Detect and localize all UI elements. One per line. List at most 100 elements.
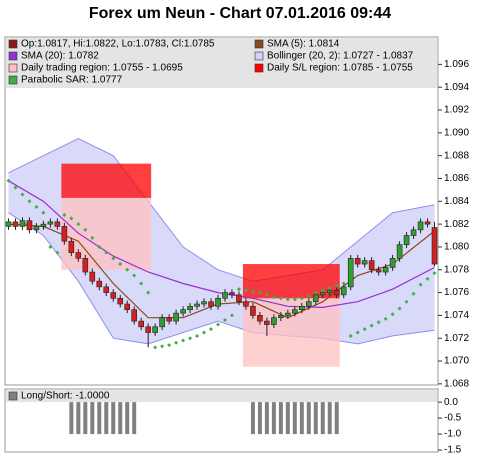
sar-dot [320,288,325,293]
candle-body [347,258,354,288]
legend-swatch [254,39,264,49]
sar-dot [90,235,95,240]
candle-body [26,220,33,231]
candle-body [124,303,131,310]
sar-dot [69,216,74,221]
candle-body [208,301,214,307]
sar-dot [153,345,158,350]
y-tick-label: 1.090 [444,127,469,138]
bar [90,402,95,435]
candle-body [229,292,235,296]
bar [278,402,283,435]
sar-dot [83,227,88,232]
legend-swatch [254,51,264,61]
bar [334,402,339,435]
candle-body [326,289,333,293]
candle-body [375,269,382,273]
sar-dot [362,327,367,332]
sar-dot [174,340,179,345]
y-tick-label: 1.086 [444,173,469,184]
candle-body [299,305,305,310]
candle-body [40,223,47,227]
candle-body [396,244,403,259]
sar-dot [236,287,241,292]
bar [83,402,88,435]
sar-dot [55,250,60,255]
sar-dot [139,281,144,286]
region [61,197,152,270]
sar-dot [425,276,430,281]
candle-body [236,294,242,303]
y-tick-label: 1.076 [444,287,469,298]
sar-dot [355,330,360,335]
sar-dot [243,288,248,293]
bar [271,402,276,435]
sar-dot [34,205,39,210]
candle-body [75,252,82,259]
sar-dot [209,327,214,332]
candle-body [417,221,424,231]
legend-background [6,390,437,402]
sar-dot [48,244,53,249]
candle-body [68,240,75,253]
sar-dot [167,343,172,348]
legend-label: Parabolic SAR: 1.0777 [21,75,123,86]
sar-dot [418,282,423,287]
candle-body [145,326,151,333]
bar [313,402,318,435]
legend-label: Daily S/L region: 1.0785 - 1.0755 [267,63,413,74]
legend-swatch [8,63,18,73]
y-tick-label: -1.5 [444,445,462,456]
sar-dot [111,256,116,261]
sar-dot [20,192,25,197]
y-tick-label: 1.070 [444,356,469,367]
legend-swatch [8,391,18,401]
bar [292,402,297,435]
y-tick-label: 1.092 [444,105,469,116]
sar-dot [41,210,46,215]
candle-body [340,286,347,296]
y-tick-label: 0.0 [444,397,458,408]
legend-background [6,38,437,88]
sar-dot [299,296,304,301]
candle-body [285,312,291,316]
candle-body [424,221,431,225]
sar-dot [250,289,255,294]
bar [97,402,102,435]
candle-body [138,320,144,328]
bar [264,402,269,435]
candle-body [159,317,165,328]
candle-body [361,260,368,265]
candle-body [54,221,61,227]
sar-dot [195,333,200,338]
sar-dot [404,299,409,304]
bar [257,402,262,435]
chart-title: Forex um Neun - Chart 07.01.2016 09:44 [89,5,391,22]
y-tick-label: -1.0 [444,429,462,440]
candle-body [278,315,284,318]
sar-dot [202,330,207,335]
candle-body [410,229,417,236]
sar-dot [125,267,130,272]
candle-body [257,315,263,322]
legend-swatch [8,75,18,85]
sar-dot [432,271,437,276]
sar-dot [369,323,374,328]
sar-dot [216,322,221,327]
candle-body [201,301,207,305]
candle-body [152,326,158,333]
sar-dot [188,336,193,341]
candle-body [89,271,96,282]
candle-body [61,226,68,242]
legend-label: SMA (5): 1.0814 [267,39,340,50]
sar-dot [118,262,123,267]
y-tick-label: 1.084 [444,196,469,207]
sar-dot [104,250,109,255]
bar [76,402,81,435]
candle-body [264,320,270,325]
bar [250,402,255,435]
sar-dot [397,306,402,311]
bar [111,402,116,435]
bar [327,402,332,435]
